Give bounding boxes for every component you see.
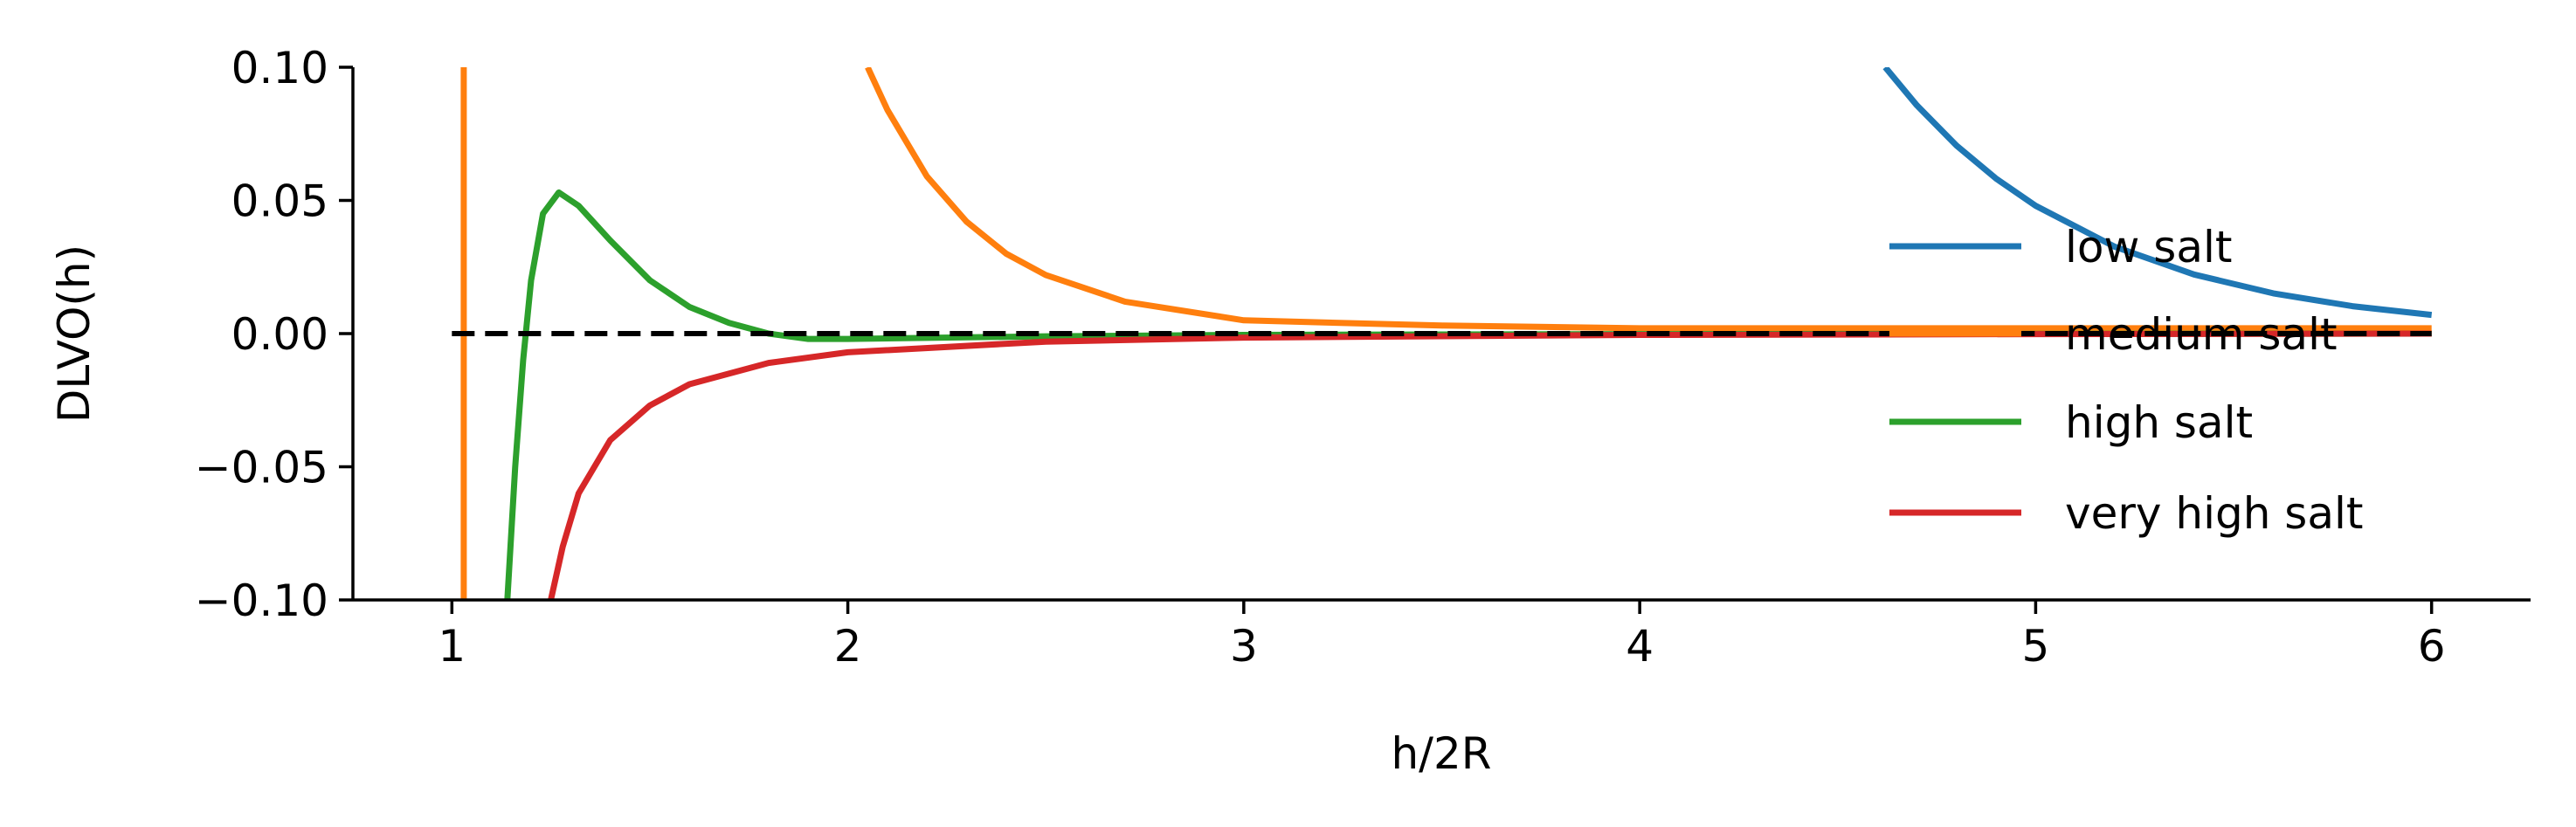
y-tick-label: 0.10 [231,43,328,93]
series-line-1-segment-1 [865,67,2432,332]
y-tick-label: −0.10 [195,575,328,626]
x-axis-label: h/2R [1391,728,1491,779]
legend-label: low salt [2065,222,2232,272]
legend-item: low salt [1889,222,2232,272]
plot-area [452,67,2433,600]
series-line-0-segment-0 [1882,67,2433,319]
x-tick-label: 3 [1230,621,1258,672]
y-tick-label: −0.05 [195,443,328,493]
y-tick-label: 0.00 [231,309,328,360]
legend-item: medium salt [1889,309,2338,360]
x-tick-label: 6 [2418,621,2446,672]
series-line-3-segment-0 [548,330,2432,600]
x-tick-label: 5 [2022,621,2050,672]
legend-item: very high salt [1889,488,2363,539]
legend-label: very high salt [2065,488,2363,539]
x-tick-label: 1 [438,621,466,672]
axes: 1 2 3 4 5 6 −0.10 −0.05 0.00 0.05 0.10 [195,43,2531,672]
y-axis-label: DLVO(h) [49,245,100,423]
legend: low salt medium salt high salt very high sa… [1889,222,2363,539]
legend-label: high salt [2065,397,2253,448]
legend-label: medium salt [2065,309,2338,360]
series-line-2-segment-0 [504,189,2432,600]
x-tick-label: 2 [834,621,862,672]
legend-item: high salt [1889,397,2253,448]
x-tick-label: 4 [1626,621,1654,672]
y-tick-label: 0.05 [231,176,328,227]
